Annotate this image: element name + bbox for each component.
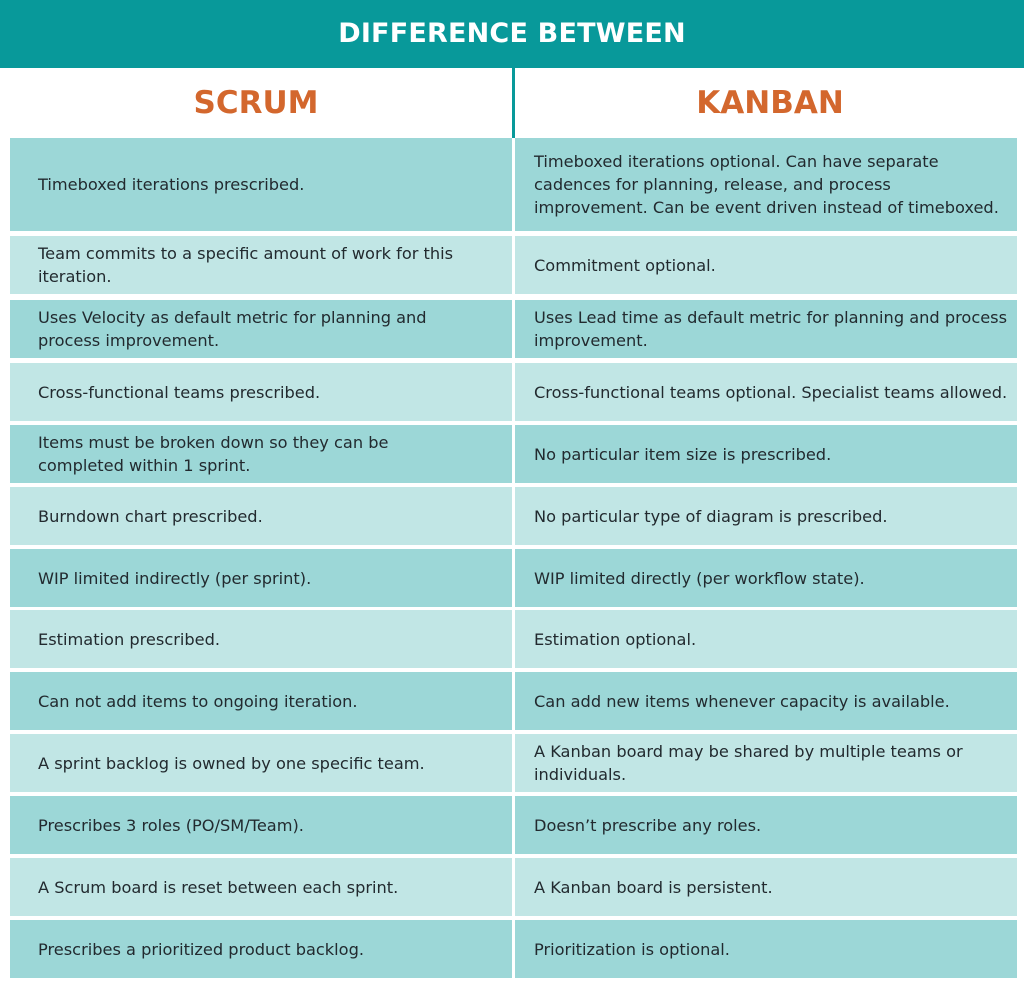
- kanban-cell: No particular type of diagram is prescri…: [515, 487, 1017, 545]
- kanban-cell-text: Uses Lead time as default metric for pla…: [534, 308, 1008, 350]
- scrum-cell: Prescribes 3 roles (PO/SM/Team).: [10, 796, 512, 854]
- scrum-cell-text: Items must be broken down so they can be…: [38, 433, 389, 475]
- kanban-cell: Prioritization is optional.: [515, 920, 1017, 978]
- scrum-cell-text: Uses Velocity as default metric for plan…: [38, 308, 427, 350]
- column-header-row: SCRUM KANBAN: [0, 68, 1024, 138]
- scrum-cell: Estimation prescribed.: [10, 610, 512, 668]
- kanban-cell-text: A Kanban board may be shared by multiple…: [534, 742, 963, 784]
- scrum-cell-text: Timeboxed iterations prescribed.: [38, 175, 305, 194]
- scrum-cell: A sprint backlog is owned by one specifi…: [10, 734, 512, 792]
- kanban-cell: Cross-functional teams optional. Special…: [515, 363, 1017, 421]
- kanban-cell-text: WIP limited directly (per workflow state…: [534, 568, 865, 588]
- scrum-cell: Prescribes a prioritized product backlog…: [10, 920, 512, 978]
- scrum-cell-text: Burndown chart prescribed.: [38, 506, 263, 526]
- kanban-cell: A Kanban board is persistent.: [515, 858, 1017, 916]
- scrum-cell: WIP limited indirectly (per sprint).: [10, 549, 512, 607]
- scrum-cell: Team commits to a specific amount of wor…: [10, 236, 512, 294]
- kanban-cell: Estimation optional.: [515, 610, 1017, 668]
- kanban-cell-text: Doesn’t prescribe any roles.: [534, 815, 762, 835]
- kanban-cell-text: Prioritization is optional.: [534, 939, 730, 959]
- scrum-cell-text: Prescribes 3 roles (PO/SM/Team).: [38, 815, 304, 835]
- scrum-cell-text: Cross-functional teams prescribed.: [38, 382, 321, 402]
- scrum-cell-text: Estimation prescribed.: [38, 629, 221, 649]
- kanban-cell-text: A Kanban board is persistent.: [534, 877, 773, 897]
- kanban-cell: WIP limited directly (per workflow state…: [515, 549, 1017, 607]
- scrum-cell-text: Can not add items to ongoing iteration.: [38, 691, 358, 711]
- kanban-column-heading: KANBAN: [696, 85, 844, 121]
- scrum-cell-text: A sprint backlog is owned by one specifi…: [38, 753, 425, 773]
- scrum-cell-text: A Scrum board is reset between each spri…: [38, 877, 399, 897]
- scrum-cell: Items must be broken down so they can be…: [10, 425, 512, 483]
- scrum-cell: Timeboxed iterations prescribed.: [10, 138, 512, 231]
- kanban-cell-text: No particular item size is prescribed.: [534, 444, 832, 464]
- scrum-column-heading: SCRUM: [193, 85, 319, 121]
- title-banner: DIFFERENCE BETWEEN: [0, 0, 1024, 68]
- kanban-cell-text: Commitment optional.: [534, 255, 716, 275]
- kanban-cell: Uses Lead time as default metric for pla…: [515, 300, 1017, 358]
- kanban-cell-text: Cross-functional teams optional. Special…: [534, 382, 1008, 402]
- scrum-cell: Cross-functional teams prescribed.: [10, 363, 512, 421]
- kanban-cell: No particular item size is prescribed.: [515, 425, 1017, 483]
- kanban-cell: Can add new items whenever capacity is a…: [515, 672, 1017, 730]
- kanban-cell: Doesn’t prescribe any roles.: [515, 796, 1017, 854]
- kanban-cell: Commitment optional.: [515, 236, 1017, 294]
- scrum-cell: Uses Velocity as default metric for plan…: [10, 300, 512, 358]
- page-title: DIFFERENCE BETWEEN: [338, 17, 686, 49]
- scrum-cell: Burndown chart prescribed.: [10, 487, 512, 545]
- column-divider: [512, 68, 515, 138]
- scrum-cell-text: WIP limited indirectly (per sprint).: [38, 568, 312, 588]
- kanban-cell-text: Timeboxed iterations optional. Can have …: [534, 152, 999, 217]
- kanban-cell: Timeboxed iterations optional. Can have …: [515, 138, 1017, 231]
- kanban-cell: A Kanban board may be shared by multiple…: [515, 734, 1017, 792]
- kanban-cell-text: Estimation optional.: [534, 629, 697, 649]
- kanban-cell-text: No particular type of diagram is prescri…: [534, 506, 888, 526]
- scrum-cell-text: Team commits to a specific amount of wor…: [38, 244, 454, 286]
- scrum-cell: Can not add items to ongoing iteration.: [10, 672, 512, 730]
- kanban-cell-text: Can add new items whenever capacity is a…: [534, 691, 950, 711]
- scrum-cell: A Scrum board is reset between each spri…: [10, 858, 512, 916]
- scrum-cell-text: Prescribes a prioritized product backlog…: [38, 939, 365, 959]
